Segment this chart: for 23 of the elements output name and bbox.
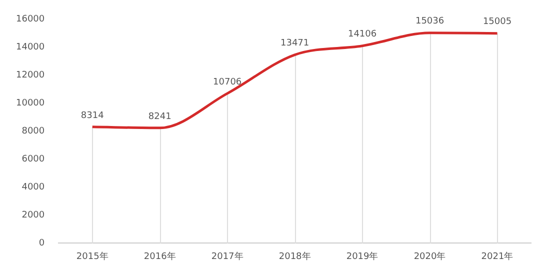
data-label: 14106	[348, 30, 377, 40]
data-label: 8241	[148, 112, 172, 122]
x-tick-label: 2016年	[144, 250, 176, 262]
data-label: 10706	[213, 77, 242, 88]
x-tick-label: 2021年	[481, 250, 514, 262]
y-tick-label: 16000	[16, 14, 45, 25]
x-tick-label: 2020年	[414, 250, 446, 262]
y-tick-label: 8000	[22, 126, 45, 137]
x-tick-label: 2018年	[278, 250, 311, 262]
x-tick-label: 2017年	[211, 250, 244, 262]
data-label: 13471	[280, 38, 310, 49]
y-tick-label: 12000	[16, 70, 45, 81]
x-tick-label: 2019年	[346, 250, 378, 262]
x-tick-label: 2015年	[76, 250, 108, 262]
y-tick-label: 10000	[16, 98, 45, 109]
data-label: 15005	[482, 17, 512, 28]
data-label: 8314	[80, 110, 104, 121]
y-tick-label: 4000	[22, 182, 45, 193]
y-tick-label: 6000	[22, 154, 45, 165]
y-tick-label: 14000	[16, 42, 45, 53]
y-tick-label: 2000	[22, 210, 45, 221]
y-tick-label: 0	[38, 238, 45, 249]
data-label: 15036	[415, 16, 444, 27]
